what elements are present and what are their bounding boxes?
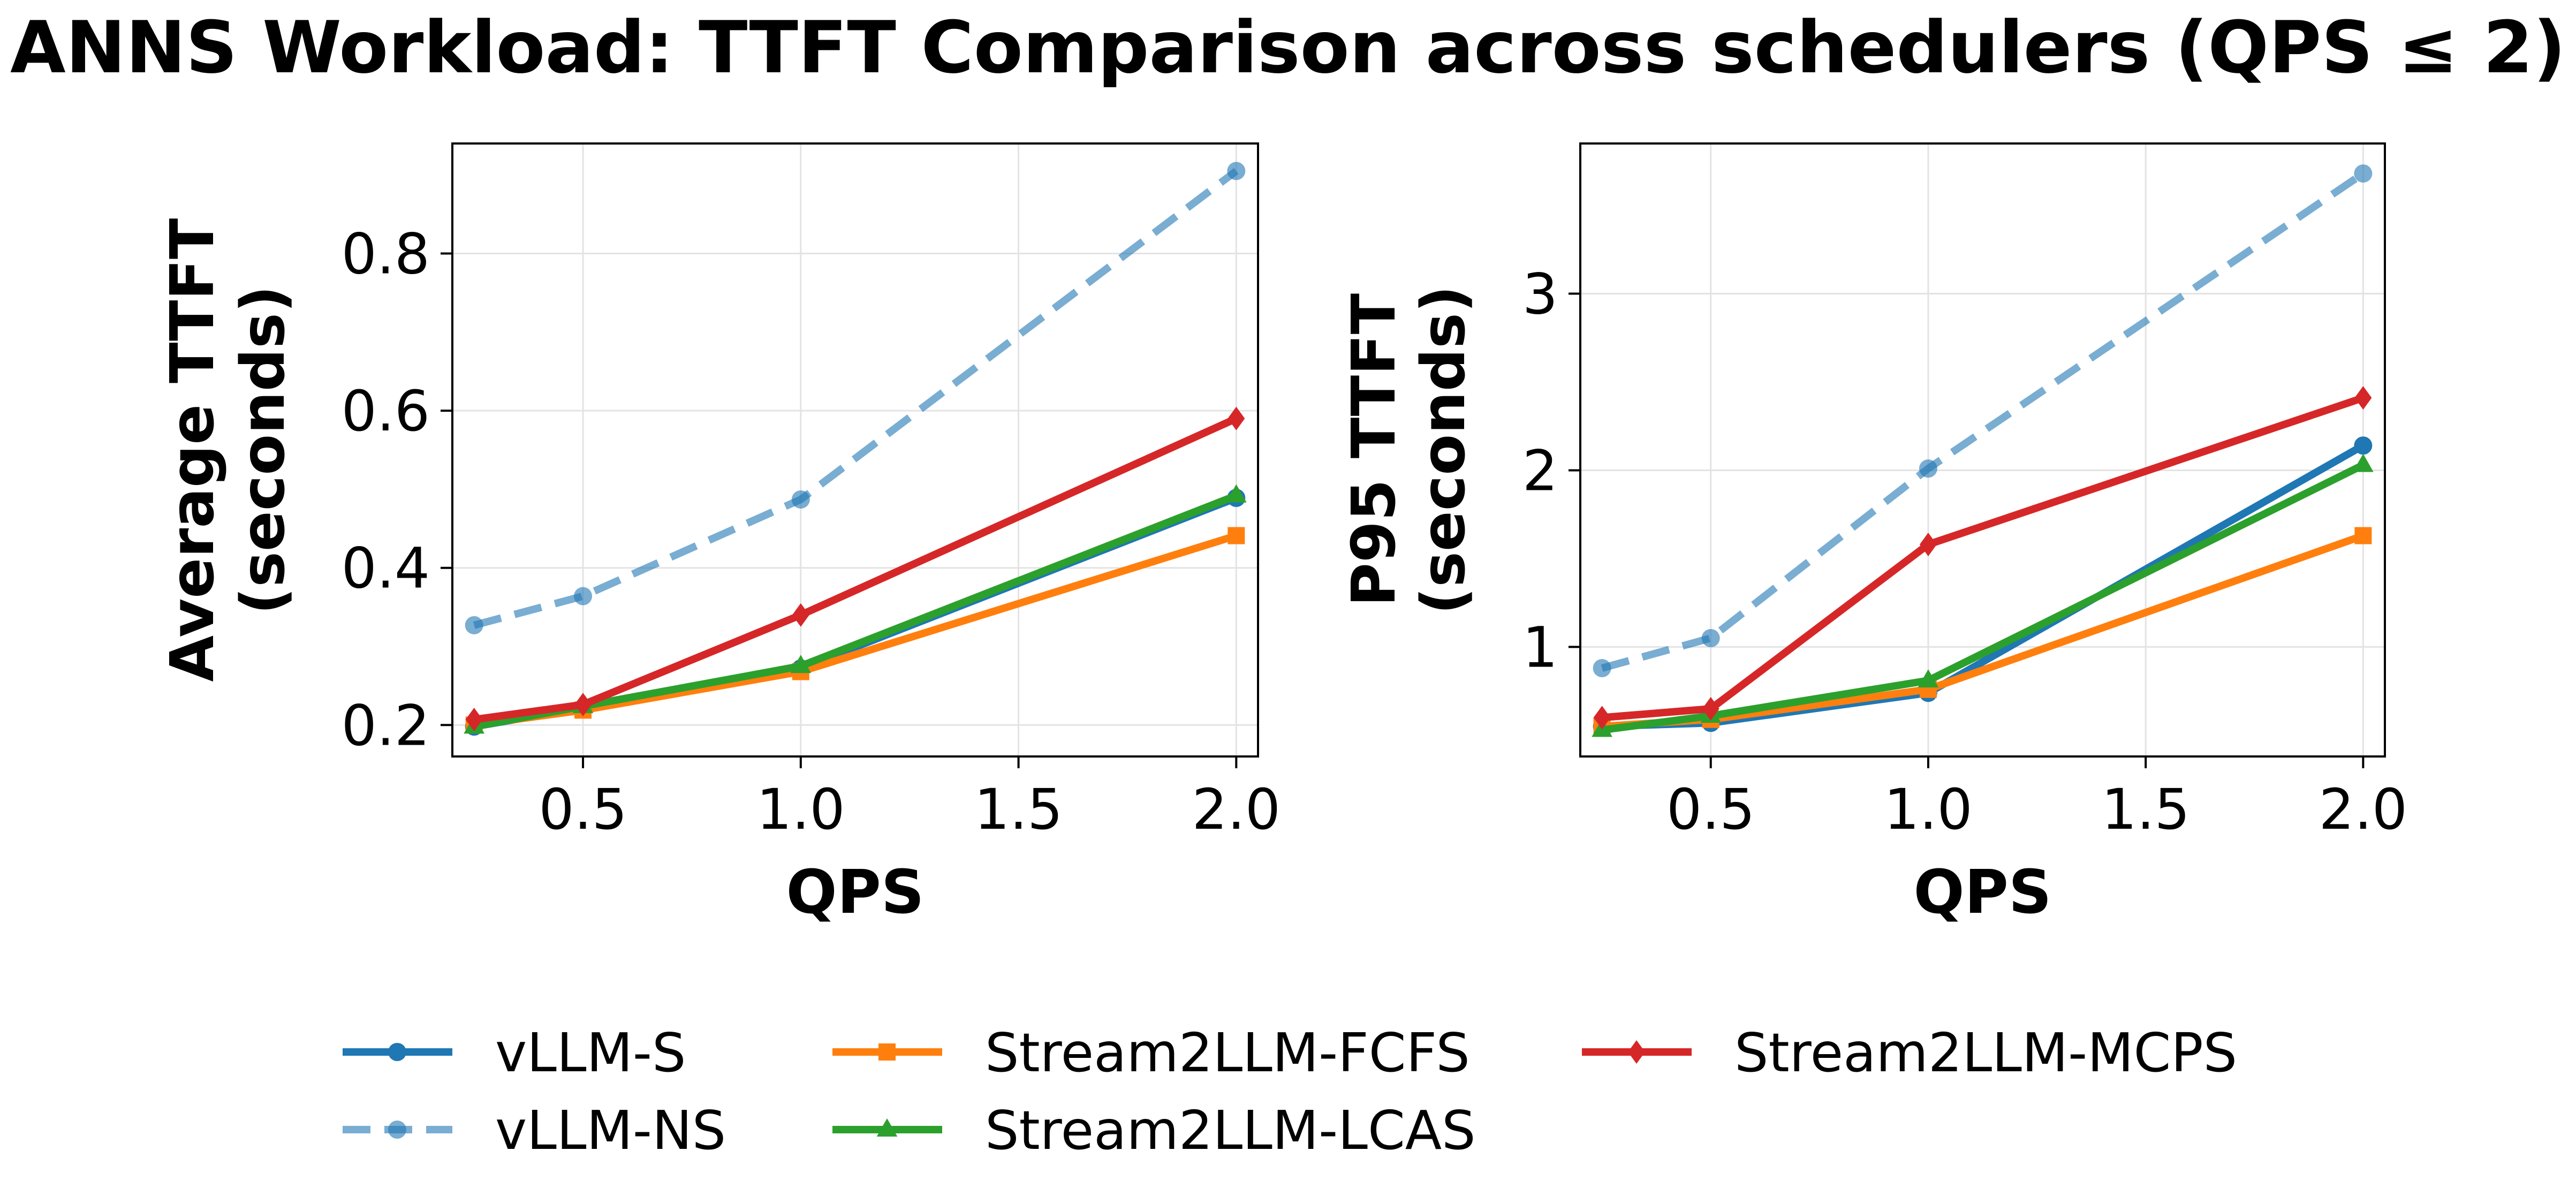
data-point-stream2llm-lcas: [2353, 453, 2374, 472]
x-tick-label: 2.0: [2319, 777, 2407, 842]
legend-entry-stream2llm-lcas: Stream2LLM-LCAS: [832, 1099, 1476, 1162]
x-axis-label: QPS: [1914, 858, 2052, 927]
data-point-vllm-s: [2354, 436, 2373, 455]
chart-title: ANNS Workload: TTFT Comparison across sc…: [10, 6, 2566, 89]
legend-marker-stream2llm-lcas: [876, 1118, 898, 1137]
data-point-stream2llm-lcas: [790, 655, 812, 673]
x-axis-label: QPS: [786, 858, 925, 927]
legend: vLLM-S vLLM-NS Stream2LLM-FCFS Stream2LLM-L…: [343, 1021, 2237, 1162]
y-tick-label: 2: [1522, 438, 1558, 503]
legend-label-stream2llm-mcps: Stream2LLM-MCPS: [1734, 1021, 2237, 1084]
y-tick-label: 0.6: [342, 379, 430, 444]
data-point-vllm-ns: [574, 587, 593, 605]
data-point-stream2llm-mcps: [1228, 406, 1245, 430]
series-stream2llm-mcps: [465, 406, 1245, 732]
data-point-vllm-ns: [1919, 459, 1937, 478]
series-line-vllm-ns: [473, 168, 1239, 629]
data-point-vllm-ns: [1593, 659, 1611, 678]
legend-entry-stream2llm-mcps: Stream2LLM-MCPS: [1582, 1021, 2237, 1084]
x-tick-label: 0.5: [1666, 777, 1755, 842]
series-stream2llm-lcas: [1592, 453, 2374, 737]
chart-panel-2: 0.5 1.0 1.5 2.0 1 2 3 QPS P95 TTFT (seconds): [1339, 142, 2407, 927]
x-tick-label: 0.5: [539, 777, 627, 842]
data-point-stream2llm-mcps: [574, 693, 592, 717]
legend-label-vllm-ns: vLLM-NS: [495, 1099, 726, 1162]
series-vllm-ns: [465, 162, 1246, 634]
axes-frame: [451, 142, 1259, 758]
data-point-stream2llm-fcfs: [1228, 527, 1245, 544]
data-point-vllm-ns: [2354, 164, 2373, 183]
legend-label-vllm-s: vLLM-S: [495, 1021, 686, 1084]
y-tick-label: 3: [1522, 261, 1558, 327]
legend-entry-vllm-ns: vLLM-NS: [343, 1099, 726, 1162]
y-tick-label: 0.4: [342, 536, 430, 601]
data-point-stream2llm-mcps: [1919, 533, 1937, 557]
x-tick-label: 1.0: [1884, 777, 1972, 842]
y-axis-label-line-2: (seconds): [1409, 285, 1479, 615]
series-vllm-s: [1593, 436, 2373, 736]
data-point-stream2llm-lcas: [1918, 669, 1939, 688]
y-axis-label-line-2: (seconds): [229, 285, 298, 615]
series-vllm-ns: [1593, 164, 2373, 678]
series-line-stream2llm-lcas: [1601, 461, 2365, 734]
data-point-stream2llm-mcps: [465, 708, 483, 732]
x-tick-label: 1.5: [974, 777, 1063, 842]
legend-marker-stream2llm-mcps: [1628, 1040, 1645, 1064]
legend-entry-stream2llm-fcfs: Stream2LLM-FCFS: [832, 1021, 1470, 1084]
legend-label-stream2llm-lcas: Stream2LLM-LCAS: [985, 1099, 1476, 1162]
legend-entry-vllm-s: vLLM-S: [343, 1021, 686, 1084]
y-axis-label-line-1: P95 TTFT: [1339, 293, 1409, 607]
data-point-vllm-ns: [791, 490, 810, 509]
data-point-stream2llm-mcps: [1593, 706, 1611, 730]
data-point-vllm-ns: [1227, 162, 1246, 180]
x-tick-label: 1.5: [2101, 777, 2189, 842]
series-line-stream2llm-mcps: [1602, 394, 2365, 722]
data-point-vllm-ns: [465, 616, 483, 634]
data-point-stream2llm-mcps: [792, 603, 809, 627]
data-point-vllm-ns: [1701, 629, 1720, 647]
y-tick-label: 1: [1522, 615, 1558, 680]
chart-panel-1: 0.5 1.0 1.5 2.0 0.2 0.4 0.6 0.8 QPS Average TTFT(…: [158, 142, 1281, 927]
y-tick-label: 0.8: [342, 222, 430, 287]
legend-marker-stream2llm-fcfs: [878, 1043, 896, 1061]
axes-frame: [1579, 142, 2386, 758]
series-line-vllm-s: [1602, 442, 2365, 730]
data-point-stream2llm-lcas: [1226, 484, 1247, 503]
series-line-vllm-ns: [1601, 170, 2366, 672]
x-tick-label: 1.0: [756, 777, 845, 842]
series-stream2llm-mcps: [1593, 386, 2372, 730]
series-line-stream2llm-mcps: [473, 415, 1238, 723]
x-tick-label: 2.0: [1192, 777, 1281, 842]
data-point-stream2llm-fcfs: [2354, 527, 2372, 544]
legend-marker-vllm-s: [388, 1043, 406, 1061]
series-stream2llm-lcas: [464, 484, 1247, 734]
series-line-vllm-s: [473, 494, 1238, 731]
legend-marker-vllm-ns: [388, 1121, 406, 1139]
data-point-stream2llm-mcps: [1702, 697, 1719, 721]
y-tick-label: 0.2: [342, 693, 430, 758]
legend-label-stream2llm-fcfs: Stream2LLM-FCFS: [985, 1021, 1470, 1084]
series-line-stream2llm-fcfs: [473, 532, 1238, 729]
data-point-stream2llm-mcps: [2354, 386, 2372, 410]
y-axis-label-line-1: Average TTFT: [158, 218, 228, 682]
series-line-stream2llm-lcas: [473, 492, 1238, 731]
